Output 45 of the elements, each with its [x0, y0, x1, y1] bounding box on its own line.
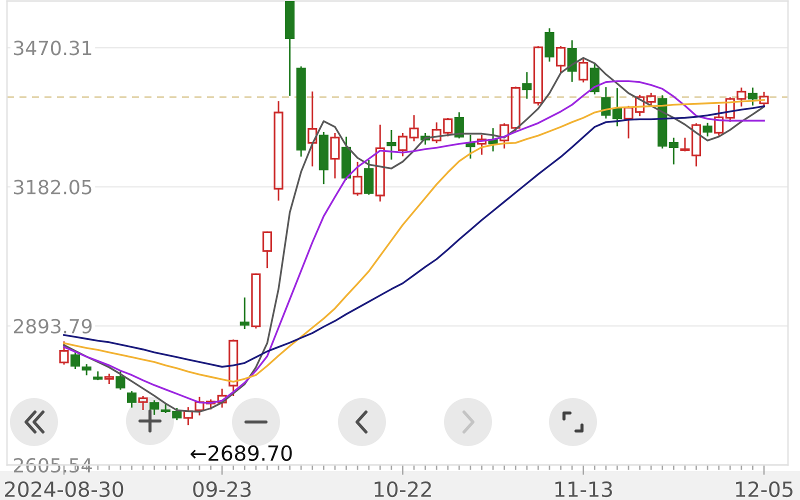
- candlestick: [217, 388, 227, 408]
- candlestick: [454, 112, 464, 138]
- candlestick: [612, 88, 622, 126]
- candlestick: [126, 391, 137, 408]
- x-tick-label: 12-05: [736, 481, 792, 498]
- candlestick: [544, 28, 554, 62]
- candlestick: [240, 298, 250, 329]
- candlestick: [702, 122, 712, 136]
- candlestick: [274, 101, 284, 201]
- candlestick: [285, 1, 295, 96]
- x-tick-label: 2024-08-30: [4, 481, 124, 498]
- x-tick-label: 09-23: [193, 481, 251, 498]
- x-tick-label: 11-13: [555, 481, 612, 498]
- candlestick: [228, 340, 238, 396]
- candlestick: [476, 134, 487, 155]
- candlestick: [567, 40, 577, 82]
- candlestick: [330, 132, 340, 178]
- candlestick: [93, 371, 103, 380]
- candlestick: [183, 407, 193, 426]
- x-tick-label: 10-22: [374, 481, 431, 498]
- y-tick-label: 3182.05: [14, 180, 92, 194]
- candlestick: [759, 92, 769, 106]
- candlestick: [386, 130, 396, 160]
- y-tick-label: 3470.31: [14, 40, 92, 56]
- candlestick: [601, 87, 611, 119]
- candlestick: [375, 124, 385, 202]
- candlestick: [308, 91, 318, 166]
- candlestick: [104, 374, 114, 384]
- candlestick: [150, 400, 160, 415]
- candlestick: [352, 162, 362, 196]
- candlestick: [364, 160, 374, 195]
- candlestick: [318, 132, 328, 184]
- candlestick: [522, 72, 532, 99]
- candlestick: [59, 341, 69, 365]
- candlestick: [748, 88, 758, 106]
- candlestick: [262, 231, 272, 268]
- candlestick: [578, 59, 588, 82]
- candlestick: [138, 396, 148, 410]
- candlestick: [714, 104, 724, 136]
- candlestick: [533, 46, 543, 106]
- candlestick: [82, 364, 92, 376]
- y-tick-label: 2893.79: [14, 318, 92, 334]
- candlestick: [251, 273, 261, 328]
- candlestick: [668, 138, 678, 164]
- annotation: ←2689.70: [190, 445, 292, 461]
